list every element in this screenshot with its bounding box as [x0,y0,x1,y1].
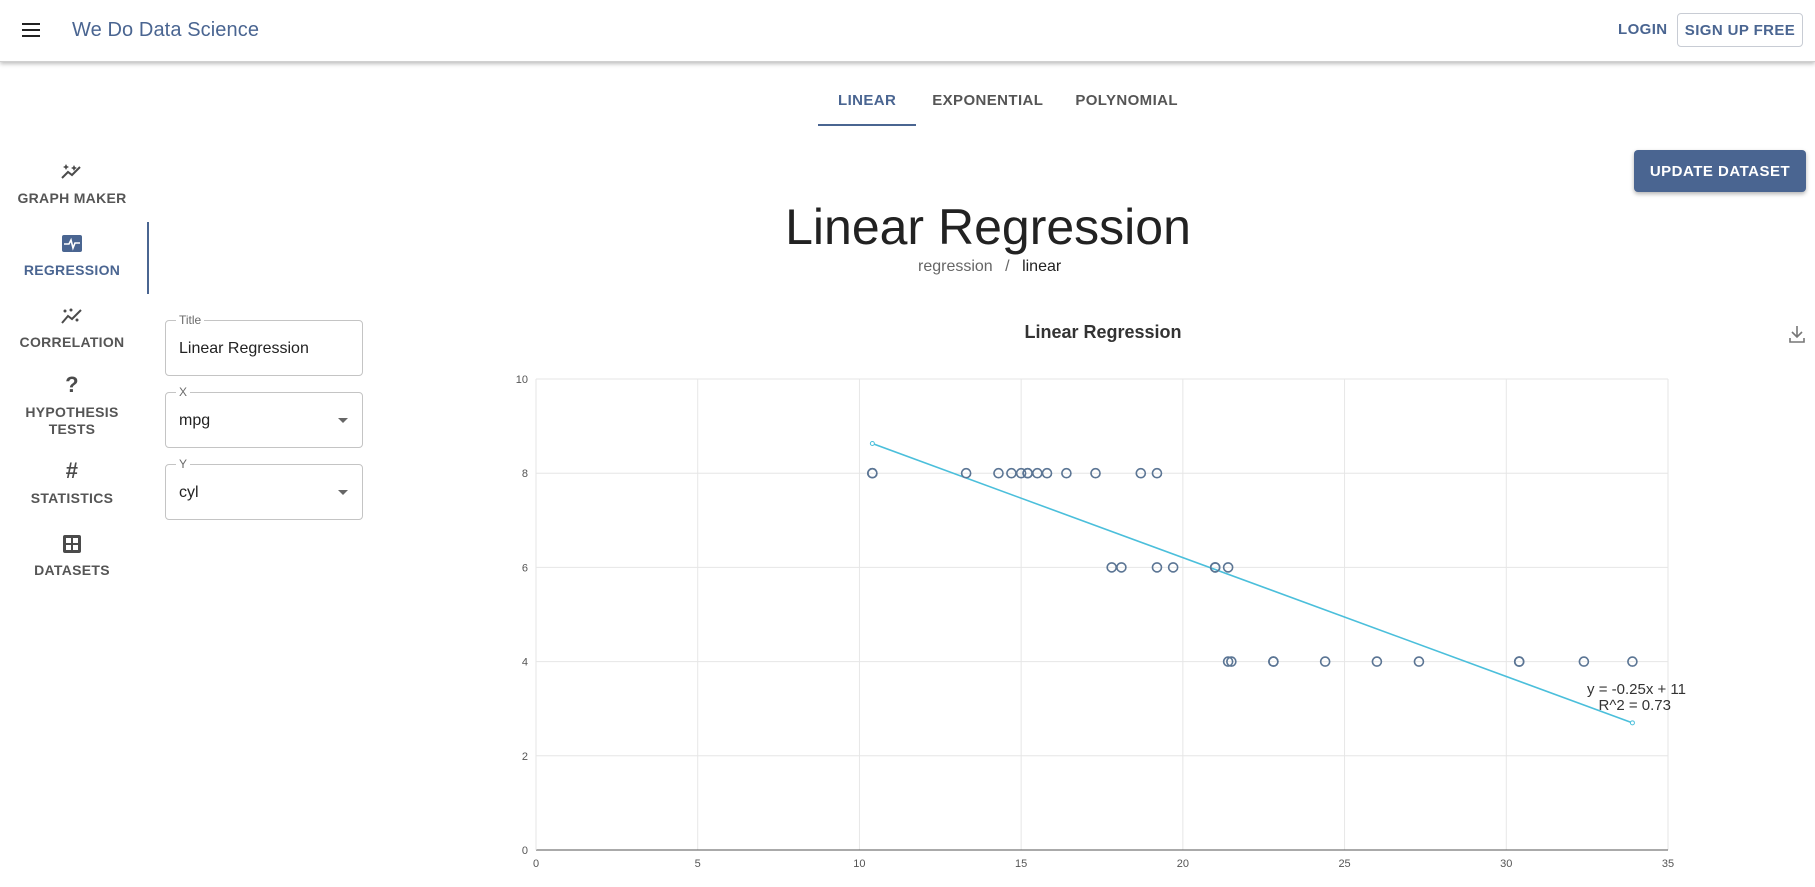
data-point [1222,562,1234,573]
sidebar-item-regression[interactable]: REGRESSION [0,234,144,279]
title-field[interactable]: Title Linear Regression [165,313,363,376]
sidebar-item-hypothesis-tests[interactable]: ? HYPOTHESIS TESTS [0,372,144,438]
regression-line [872,442,1633,724]
data-point [1151,562,1163,573]
tab-linear[interactable]: LINEAR [818,80,917,126]
sidebar-item-datasets[interactable]: DATASETS [0,534,144,579]
menu-icon[interactable] [18,19,46,43]
chart-title: Linear Regression [1024,322,1182,342]
caret-down-icon[interactable] [338,490,348,495]
y-tick-label: 0 [522,845,528,857]
line-endpoint [869,441,875,447]
equation-label: y = -0.25x + 11 [1587,681,1686,698]
tab-polynomial[interactable]: POLYNOMIAL [1075,92,1178,109]
y-tick-label: 6 [522,562,528,574]
data-point [1151,467,1163,479]
breadcrumb-separator: / [1005,258,1010,275]
title-field-value[interactable]: Linear Regression [179,340,309,357]
login-button[interactable]: LOGIN [1618,21,1668,38]
regression-tabs: LINEAR EXPONENTIAL POLYNOMIAL [818,80,1194,126]
data-point [1022,467,1033,479]
breadcrumb: regression / linear [918,258,1061,276]
sign-up-button[interactable]: SIGN UP FREE [1677,13,1803,47]
regression-icon [0,234,144,256]
breadcrumb-current: linear [1022,258,1062,275]
x-tick-label: 35 [1662,858,1674,870]
page-title: Linear Regression [785,199,1191,255]
brand-title[interactable]: We Do Data Science [72,19,260,41]
x-select-label: X [176,385,191,399]
x-tick-label: 10 [853,858,865,870]
data-point [1222,656,1234,667]
data-point [1041,467,1053,479]
line-endpoint [1629,720,1635,726]
y-tick-label: 2 [522,751,528,763]
sidebar-item-label: REGRESSION [23,262,121,278]
data-point [867,467,878,479]
x-tick-label: 15 [1015,858,1027,870]
data-point [1627,656,1638,667]
x-select-value[interactable]: mpg [179,412,211,429]
data-point [1015,467,1027,479]
y-select-label: Y [176,457,191,471]
data-point [1226,656,1237,667]
data-point [960,467,972,479]
data-point [1061,467,1072,479]
question-icon: ? [65,372,79,397]
data-point [993,467,1004,479]
sidebar-item-correlation[interactable]: CORRELATION [0,306,144,351]
y-select[interactable]: Y cyl [165,457,363,520]
hash-icon: # [65,458,79,483]
data-point [1319,656,1331,667]
sidebar-item-statistics[interactable]: # STATISTICS [0,458,144,507]
breadcrumb-parent[interactable]: regression [918,258,993,275]
x-tick-label: 20 [1177,858,1189,870]
data-point [1371,656,1383,667]
active-nav-indicator [147,222,149,294]
x-tick-label: 5 [695,858,701,870]
sidebar-item-label: STATISTICS [30,490,114,506]
sidebar-item-graph-maker[interactable]: GRAPH MAKER [0,162,144,207]
sidebar-item-label: GRAPH MAKER [17,190,127,206]
data-point [1209,562,1221,573]
sidebar-item-label: HYPOTHESIS TESTS [25,404,119,437]
data-point [1167,562,1179,573]
graph-maker-icon [0,162,144,184]
data-point [1135,467,1147,479]
grid-icon [0,534,144,556]
data-point [1413,656,1425,667]
tab-exponential[interactable]: EXPONENTIAL [932,92,1044,109]
y-select-value[interactable]: cyl [179,484,199,501]
data-point [1578,656,1590,667]
update-dataset-button[interactable]: UPDATE DATASET [1634,150,1806,192]
download-icon[interactable] [1788,324,1806,344]
x-tick-label: 30 [1500,858,1512,870]
x-select[interactable]: X mpg [165,385,363,448]
r-squared-label: R^2 = 0.73 [1598,697,1671,714]
x-tick-label: 25 [1338,858,1350,870]
y-tick-label: 8 [522,468,528,480]
correlation-icon [0,306,144,328]
x-tick-label: 0 [533,858,539,870]
app-bar: We Do Data Science LOGIN SIGN UP FREE [0,0,1815,62]
data-point [1268,656,1279,667]
title-field-label: Title [176,313,205,327]
y-tick-label: 4 [522,657,528,669]
y-tick-label: 10 [516,374,528,386]
sidebar-item-label: CORRELATION [19,334,125,350]
sidebar-item-label: DATASETS [34,562,110,578]
data-point [1090,467,1101,479]
data-point [1513,656,1525,667]
caret-down-icon[interactable] [338,418,348,423]
data-point [1106,562,1118,573]
